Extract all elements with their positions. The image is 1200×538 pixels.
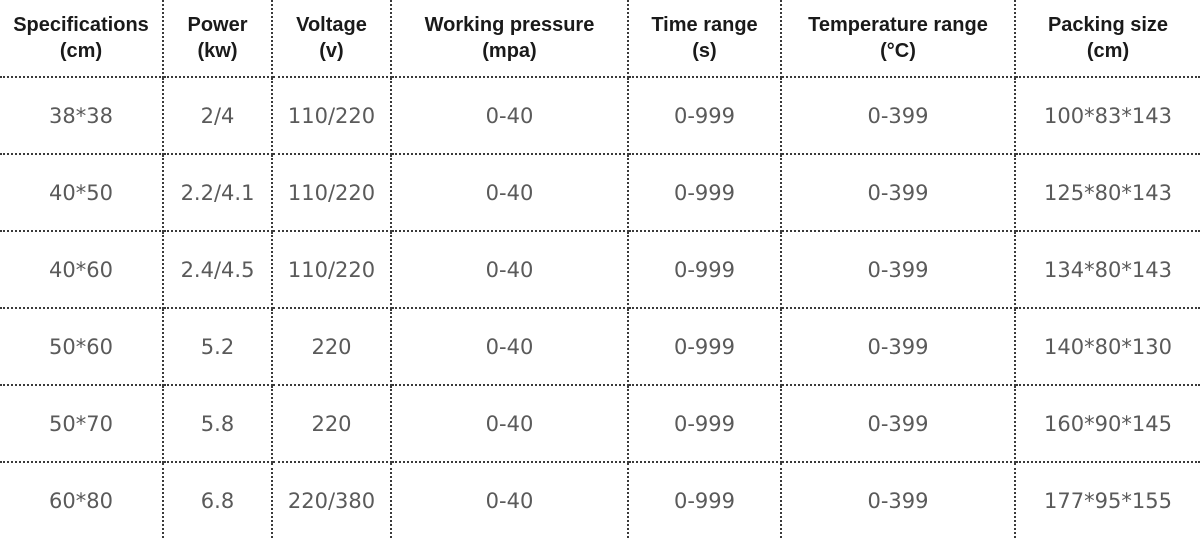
- cell-packing-size: 125*80*143: [1015, 154, 1200, 232]
- cell-packing-size: 160*90*145: [1015, 385, 1200, 463]
- cell-power: 2.4/4.5: [163, 231, 273, 309]
- cell-working-pressure: 0-40: [391, 154, 629, 232]
- table-body: 38*38 2/4 110/220 0-40 0-999 0-399 100*8…: [0, 77, 1200, 538]
- cell-voltage: 220: [272, 385, 392, 463]
- table-row: 38*38 2/4 110/220 0-40 0-999 0-399 100*8…: [0, 77, 1200, 155]
- table-row: 50*60 5.2 220 0-40 0-999 0-399 140*80*13…: [0, 308, 1200, 386]
- cell-time-range: 0-999: [628, 385, 782, 463]
- cell-power: 5.2: [163, 308, 273, 386]
- cell-voltage: 220: [272, 308, 392, 386]
- cell-voltage: 110/220: [272, 231, 392, 309]
- cell-temperature-range: 0-399: [781, 231, 1016, 309]
- column-header-voltage: Voltage (v): [272, 0, 392, 78]
- header-row: Specifications (cm) Power (kw) Voltage (v) …: [0, 0, 1200, 78]
- cell-packing-size: 140*80*130: [1015, 308, 1200, 386]
- cell-working-pressure: 0-40: [391, 385, 629, 463]
- cell-temperature-range: 0-399: [781, 308, 1016, 386]
- cell-specifications: 38*38: [0, 77, 164, 155]
- table-header: Specifications (cm) Power (kw) Voltage (v) …: [0, 0, 1200, 78]
- cell-power: 2/4: [163, 77, 273, 155]
- cell-temperature-range: 0-399: [781, 385, 1016, 463]
- cell-working-pressure: 0-40: [391, 462, 629, 538]
- cell-working-pressure: 0-40: [391, 308, 629, 386]
- cell-specifications: 50*60: [0, 308, 164, 386]
- cell-temperature-range: 0-399: [781, 77, 1016, 155]
- column-header-temperature-range: Temperature range (°C): [781, 0, 1016, 78]
- cell-specifications: 40*60: [0, 231, 164, 309]
- column-header-specifications: Specifications (cm): [0, 0, 164, 78]
- cell-specifications: 60*80: [0, 462, 164, 538]
- cell-specifications: 50*70: [0, 385, 164, 463]
- cell-packing-size: 134*80*143: [1015, 231, 1200, 309]
- cell-packing-size: 100*83*143: [1015, 77, 1200, 155]
- cell-time-range: 0-999: [628, 154, 782, 232]
- column-header-time-range: Time range (s): [628, 0, 782, 78]
- cell-power: 2.2/4.1: [163, 154, 273, 232]
- column-header-packing-size: Packing size (cm): [1015, 0, 1200, 78]
- cell-voltage: 220/380: [272, 462, 392, 538]
- cell-packing-size: 177*95*155: [1044, 488, 1172, 513]
- cell-temperature-range: 0-399: [781, 462, 1016, 538]
- cell-power: 6.8: [163, 462, 273, 538]
- cell-time-range: 0-999: [628, 462, 782, 538]
- table-row: 40*60 2.4/4.5 110/220 0-40 0-999 0-399 1…: [0, 231, 1200, 309]
- cell-time-range: 0-999: [628, 308, 782, 386]
- table-row: 40*50 2.2/4.1 110/220 0-40 0-999 0-399 1…: [0, 154, 1200, 232]
- cell-specifications: 40*50: [0, 154, 164, 232]
- table-row: 60*80 6.8 220/380 0-40 0-999 0-399 177*9…: [0, 462, 1200, 538]
- cell-power: 5.8: [163, 385, 273, 463]
- cell-time-range: 0-999: [628, 231, 782, 309]
- table-row: 50*70 5.8 220 0-40 0-999 0-399 160*90*14…: [0, 385, 1200, 463]
- column-header-power: Power (kw): [163, 0, 273, 78]
- cell-voltage: 110/220: [272, 154, 392, 232]
- cell-temperature-range: 0-399: [781, 154, 1016, 232]
- cell-working-pressure: 0-40: [391, 77, 629, 155]
- cell-voltage: 110/220: [272, 77, 392, 155]
- column-header-working-pressure: Working pressure (mpa): [391, 0, 629, 78]
- cell-working-pressure: 0-40: [391, 231, 629, 309]
- cell-time-range: 0-999: [628, 77, 782, 155]
